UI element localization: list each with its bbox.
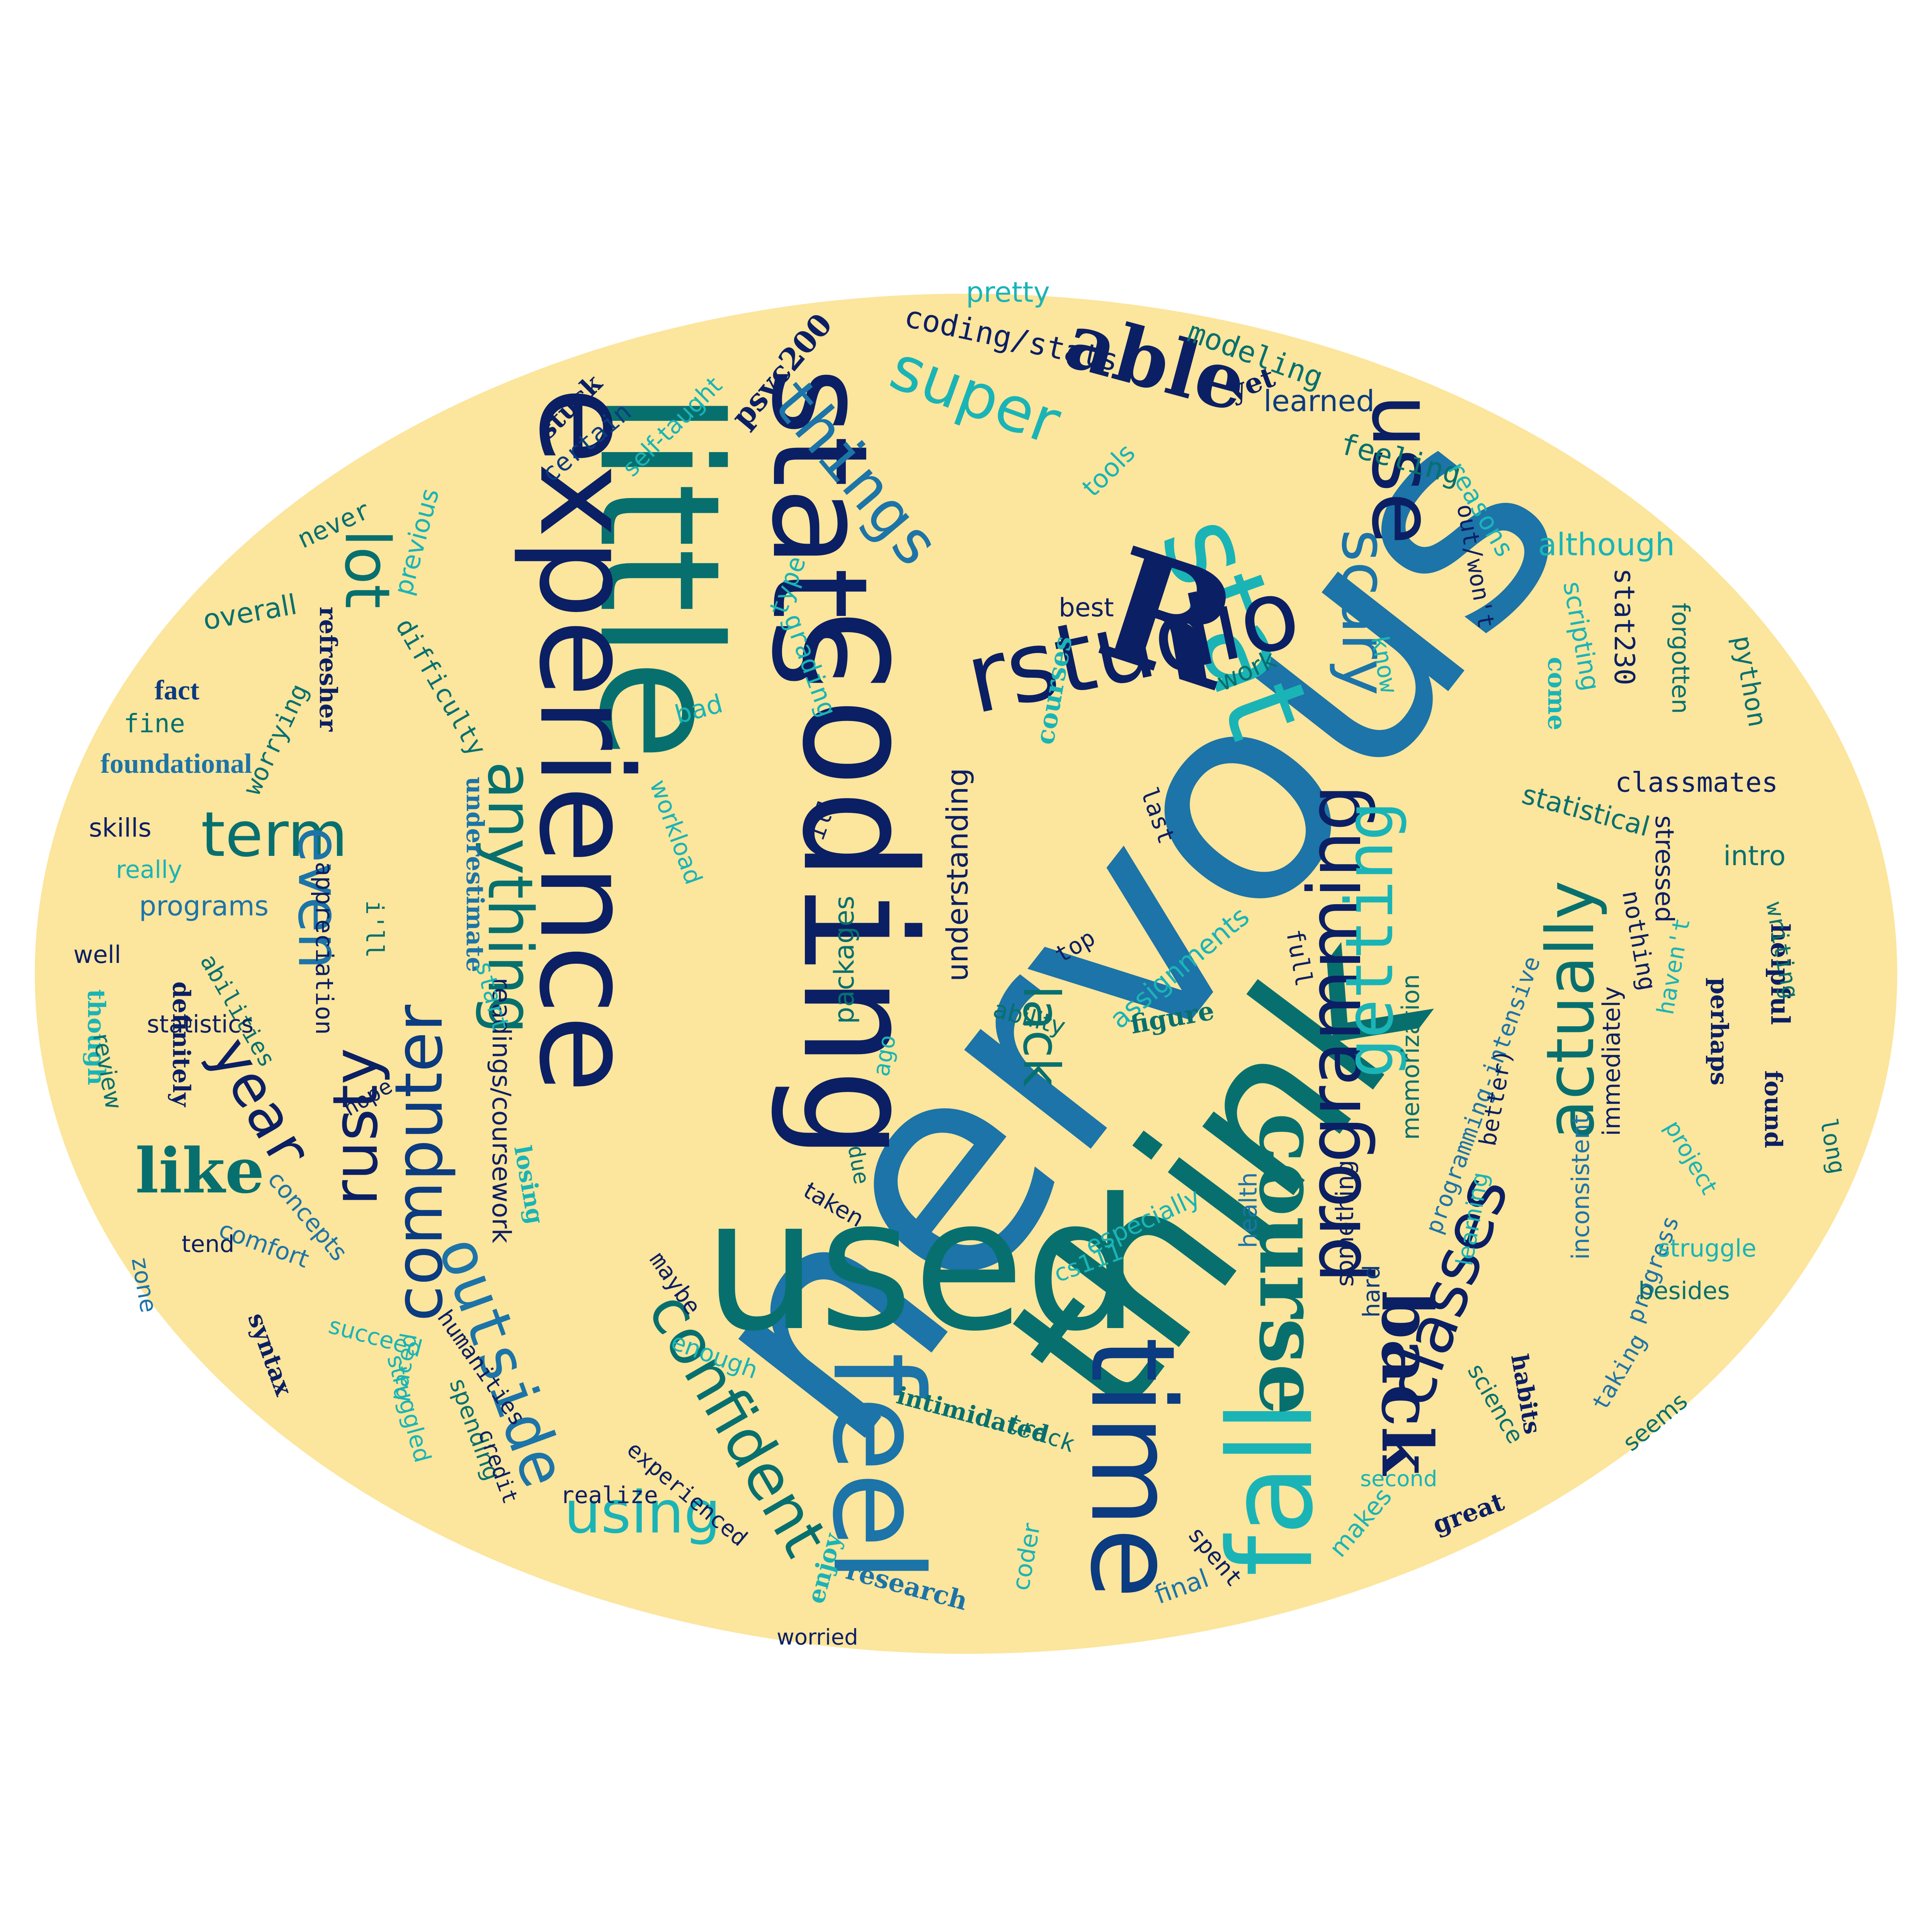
word-well: well — [73, 940, 121, 969]
word-best: best — [1059, 593, 1114, 622]
word-worried: worried — [777, 1625, 858, 1650]
word-struggle: struggle — [1658, 1234, 1757, 1262]
word-term: term — [201, 798, 348, 871]
word-skills: skills — [89, 813, 152, 843]
word-realize: realize — [560, 1482, 658, 1509]
word-second: second — [1360, 1466, 1437, 1492]
word-programs: programs — [139, 890, 269, 922]
word-pretty: pretty — [966, 276, 1050, 308]
word-health: health — [1234, 1172, 1262, 1248]
word-stressed: stressed — [1650, 815, 1679, 923]
word-really: really — [116, 855, 182, 884]
word-statistics: statistics — [147, 1010, 254, 1038]
word-fine: fine — [124, 709, 185, 738]
word-ill: i'll — [361, 900, 389, 958]
word-foundational: foundational — [100, 748, 252, 779]
word-like: like — [135, 1134, 265, 1207]
word-computer: computer — [381, 1005, 457, 1321]
word-rusty: rusty — [319, 1048, 391, 1206]
word-something: something — [1331, 1160, 1359, 1287]
word-underestimate: underestimate — [461, 777, 489, 973]
word-definitely: definitely — [167, 981, 196, 1107]
word-memorization: memorization — [1396, 974, 1425, 1140]
word-classmates: classmates — [1615, 767, 1778, 798]
word-forgotten: forgotten — [1667, 603, 1695, 714]
word-immediately: immediately — [1597, 986, 1626, 1136]
word-used: used — [703, 1160, 1140, 1371]
word-stat230: stat230 — [1608, 568, 1641, 685]
word-perhaps: perhaps — [1705, 978, 1733, 1085]
word-packages: packages — [828, 896, 860, 1024]
word-using: using — [564, 1479, 721, 1546]
word-found: found — [1759, 1070, 1787, 1148]
word-refresher: refresher — [314, 607, 342, 731]
word-due: due — [842, 1143, 874, 1187]
word-besides: besides — [1638, 1277, 1730, 1305]
word-fall: fall — [1204, 1400, 1338, 1577]
word-inconsistent: inconsistent — [1566, 1114, 1595, 1260]
word-ago: ago — [867, 1032, 901, 1079]
word-actually: actually — [1532, 880, 1609, 1140]
word-tend: tend — [182, 1231, 235, 1258]
word-back: back — [1366, 1291, 1447, 1475]
word-although: although — [1538, 527, 1675, 563]
word-understanding: understanding — [940, 768, 975, 981]
word-intro: intro — [1723, 840, 1786, 872]
word-hard: hard — [1358, 1265, 1385, 1318]
word-appreciation: appreciation — [310, 862, 338, 1035]
word-learned: learned — [1264, 384, 1375, 418]
word-come: come — [1542, 657, 1571, 731]
word-time: time — [1065, 1337, 1200, 1599]
word-fact: fact — [155, 675, 199, 706]
word-cloud-ellipse-background — [35, 294, 1897, 1654]
word-lot: lot — [331, 529, 403, 609]
word-getting: getting — [1332, 801, 1408, 1078]
